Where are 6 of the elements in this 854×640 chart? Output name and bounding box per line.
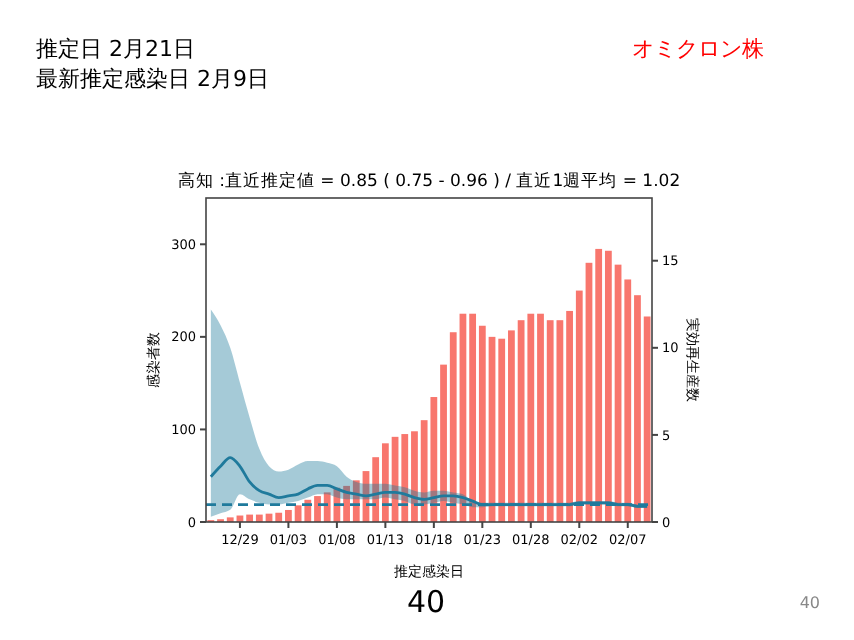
text: オミクロン株: [632, 36, 764, 62]
text: 最新推定感染日 2月9日: [36, 66, 269, 92]
text: 40: [406, 584, 446, 620]
text: 推定日 2月21日: [36, 36, 195, 62]
text: 40: [799, 594, 820, 612]
chart-title: 高知 :直近推定値 = 0.85 ( 0.75 - 0.96 ) / 直近1週平均 = 1.02: [177, 170, 681, 192]
